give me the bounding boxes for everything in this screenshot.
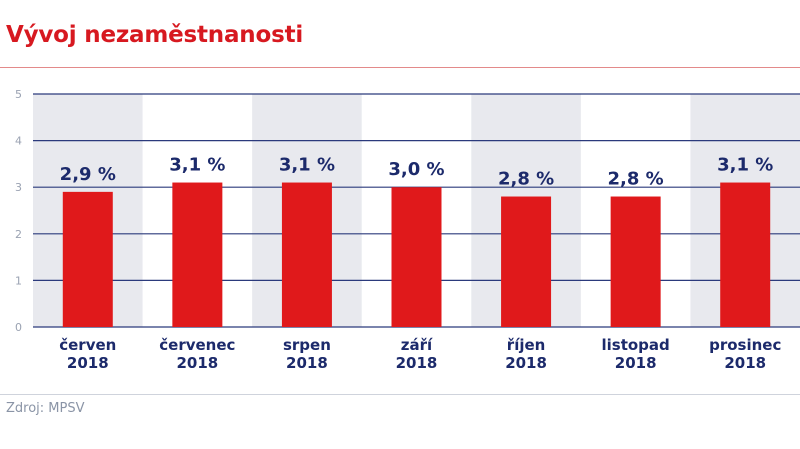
category-label-1-line-2: 2018 bbox=[67, 354, 109, 372]
value-labels: 2,9 % 3,1 % 3,1 % 3,0 % 2,8 % 2,8 % 3,1 % bbox=[60, 155, 774, 190]
category-label-7-line-1: prosinec bbox=[709, 336, 781, 354]
value-label-6: 2,8 % bbox=[608, 169, 664, 190]
category-label-2-line-2: 2018 bbox=[176, 354, 218, 372]
y-tick-label-4: 4 bbox=[15, 135, 22, 148]
y-tick-label-3: 3 bbox=[15, 181, 22, 194]
category-label-6-line-2: 2018 bbox=[615, 354, 657, 372]
chart-title: Vývoj nezaměstnanosti bbox=[6, 22, 304, 48]
bar-2 bbox=[172, 182, 223, 327]
y-tick-label-2: 2 bbox=[15, 228, 22, 241]
footer-divider bbox=[0, 394, 800, 395]
source-note: Zdroj: MPSV bbox=[6, 401, 85, 416]
bar-3 bbox=[281, 182, 332, 327]
y-tick-label-5: 5 bbox=[15, 88, 22, 101]
bar-6 bbox=[610, 196, 661, 327]
value-label-1: 2,9 % bbox=[60, 164, 116, 185]
bar-5 bbox=[501, 196, 552, 327]
category-label-4-line-1: září bbox=[401, 336, 433, 354]
category-labels: červen2018červenec2018srpen2018září2018ř… bbox=[59, 336, 781, 372]
category-label-3-line-2: 2018 bbox=[286, 354, 328, 372]
bar-7 bbox=[720, 182, 771, 327]
category-label-1-line-1: červen bbox=[59, 336, 116, 354]
y-tick-label-0: 0 bbox=[15, 321, 22, 334]
value-label-4: 3,0 % bbox=[388, 159, 444, 180]
y-tick-label-1: 1 bbox=[15, 274, 22, 287]
bar-4 bbox=[391, 187, 442, 327]
category-label-4-line-2: 2018 bbox=[396, 354, 438, 372]
category-label-5-line-1: říjen bbox=[507, 336, 546, 354]
value-label-3: 3,1 % bbox=[279, 155, 335, 176]
value-label-5: 2,8 % bbox=[498, 169, 554, 190]
title-divider bbox=[0, 67, 800, 68]
bar-1 bbox=[62, 191, 113, 327]
bars bbox=[62, 182, 771, 327]
category-label-3-line-1: srpen bbox=[283, 336, 331, 354]
category-label-6-line-1: listopad bbox=[601, 336, 669, 354]
value-label-2: 3,1 % bbox=[169, 155, 225, 176]
category-label-7-line-2: 2018 bbox=[724, 354, 766, 372]
category-label-2-line-1: červenec bbox=[159, 336, 235, 354]
y-axis-ticks: 0 1 2 3 4 5 bbox=[15, 88, 22, 334]
value-label-7: 3,1 % bbox=[717, 155, 773, 176]
category-label-5-line-2: 2018 bbox=[505, 354, 547, 372]
